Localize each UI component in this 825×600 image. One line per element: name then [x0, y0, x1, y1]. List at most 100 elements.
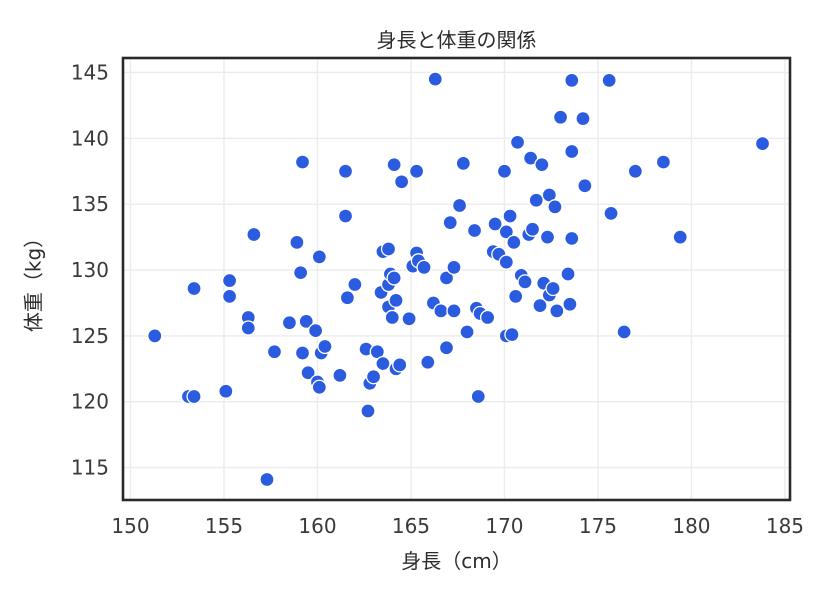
data-point: [221, 288, 238, 305]
data-point: [577, 178, 593, 194]
data-point: [547, 199, 563, 215]
data-point: [442, 214, 458, 231]
data-point: [386, 270, 402, 286]
data-point: [300, 365, 316, 381]
y-tick-label: 125: [71, 324, 109, 348]
data-point: [470, 388, 486, 405]
data-point: [311, 379, 327, 395]
data-point: [502, 208, 518, 224]
x-tick-label: 160: [298, 514, 336, 538]
data-point: [509, 134, 526, 150]
data-point: [384, 309, 400, 326]
data-point: [466, 222, 483, 239]
data-point: [294, 154, 311, 170]
data-point: [416, 259, 432, 276]
data-point: [455, 155, 471, 172]
x-tick-label: 180: [672, 514, 710, 538]
data-point: [388, 292, 404, 308]
data-point: [317, 338, 333, 355]
data-point: [337, 208, 354, 224]
data-point: [307, 322, 324, 339]
data-point: [147, 328, 163, 344]
data-point: [506, 234, 522, 251]
y-tick-label: 145: [71, 60, 109, 84]
data-point: [616, 324, 632, 340]
data-point: [549, 303, 565, 319]
data-point: [655, 154, 672, 170]
x-tick-label: 165: [392, 514, 430, 538]
data-point: [575, 110, 591, 127]
data-point: [498, 254, 514, 270]
data-point: [451, 197, 468, 214]
data-point: [433, 303, 449, 319]
data-point: [517, 274, 533, 290]
data-point: [240, 320, 256, 336]
y-tick-label: 130: [71, 258, 109, 282]
data-point: [496, 163, 513, 179]
data-point: [339, 290, 356, 306]
data-point: [393, 174, 410, 190]
data-point: [603, 205, 619, 222]
data-point: [218, 383, 234, 399]
y-axis-label: 体重（kg）: [21, 227, 46, 333]
data-point: [420, 354, 436, 370]
data-point: [386, 157, 402, 173]
data-point: [754, 135, 771, 152]
data-point: [332, 367, 348, 384]
data-point: [347, 276, 363, 293]
axes-frame: [121, 56, 792, 502]
data-point: [487, 216, 503, 232]
y-tick-label: 140: [71, 126, 109, 150]
data-point: [246, 226, 262, 243]
data-point: [534, 157, 550, 173]
data-point: [564, 230, 580, 247]
y-tick-label: 115: [71, 456, 109, 480]
x-tick-label: 155: [205, 514, 243, 538]
data-point: [560, 266, 576, 282]
data-point: [360, 403, 376, 419]
data-point: [337, 163, 354, 179]
data-point: [281, 315, 298, 331]
data-point: [545, 280, 561, 297]
y-tick-label: 135: [71, 192, 109, 216]
data-point: [438, 270, 455, 286]
data-point: [539, 229, 556, 245]
data-point: [266, 344, 283, 360]
data-point: [289, 234, 305, 251]
data-point: [459, 324, 475, 340]
data-point: [522, 150, 539, 166]
data-point: [552, 109, 569, 125]
y-tick-label: 120: [71, 390, 109, 414]
data-point: [438, 340, 455, 356]
data-point: [298, 313, 314, 330]
data-point: [311, 249, 327, 265]
data-point: [446, 259, 462, 276]
data-point: [672, 229, 688, 245]
data-point: [186, 388, 202, 405]
data-point: [221, 272, 238, 289]
data-point: [446, 303, 462, 319]
data-point: [365, 369, 382, 385]
data-point: [564, 143, 580, 160]
data-point: [562, 296, 578, 312]
data-point: [479, 309, 496, 326]
data-point: [408, 163, 425, 179]
data-point: [532, 297, 548, 314]
data-point: [504, 326, 520, 343]
x-tick-label: 170: [485, 514, 523, 538]
x-tick-label: 150: [111, 514, 149, 538]
data-point: [401, 311, 417, 327]
data-point: [427, 71, 443, 87]
data-point: [392, 357, 408, 373]
data-point: [375, 355, 391, 372]
data-point: [259, 471, 275, 488]
data-point: [601, 72, 617, 89]
data-point: [380, 241, 397, 257]
data-point: [564, 72, 580, 89]
data-point: [294, 345, 311, 361]
data-point: [292, 265, 309, 281]
data-point: [508, 288, 524, 305]
x-axis-label: 身長（cm）: [401, 549, 512, 573]
